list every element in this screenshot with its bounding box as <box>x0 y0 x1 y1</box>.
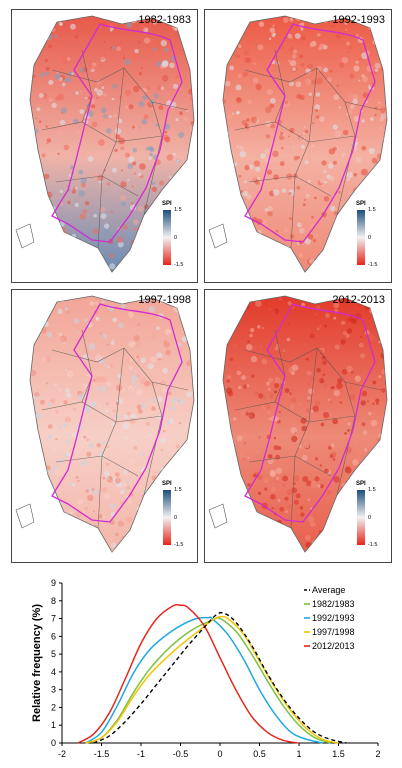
y-tick-label: 8 <box>51 596 56 606</box>
x-tick-label: 1.5 <box>332 749 345 759</box>
y-tick-label: 5 <box>51 649 56 659</box>
map-panel-1: 1982-1983 SPI 1.5 0 -1.5 <box>11 9 198 283</box>
colorbar-tick: 1.5 <box>174 207 182 213</box>
y-tick-label: 9 <box>51 578 56 588</box>
colorbar-tick: -1.5 <box>174 262 184 268</box>
y-tick-label: 2 <box>51 702 56 712</box>
colorbar-tick: 1.5 <box>174 487 182 493</box>
legend-label: 1992/1993 <box>312 613 355 623</box>
semiarid-border <box>51 303 183 523</box>
spi-colorbar <box>357 210 365 265</box>
colorbar-tick: -1.5 <box>368 262 378 268</box>
colorbar-tick: -1.5 <box>174 542 184 548</box>
x-tick-label: 1 <box>296 749 301 759</box>
series-line-2012-2013 <box>77 603 300 744</box>
map-panel-title: 1982-1983 <box>138 14 191 26</box>
colorbar-title: SPI <box>356 201 366 207</box>
map-panel-2: 1992-1993 SPI 1.5 0 -1.5 <box>204 9 392 283</box>
x-tick-label: 2 <box>375 749 380 759</box>
series-line-1992-1993 <box>85 616 323 744</box>
colorbar-tick: 0 <box>174 234 178 241</box>
y-axis-label: Relative frequency (%) <box>31 604 43 722</box>
map-panel-title: 1992-1993 <box>332 14 385 26</box>
semiarid-border <box>244 303 376 523</box>
x-tick-label: 0.5 <box>253 749 266 759</box>
map-panel-title: 1997-1998 <box>138 294 191 306</box>
legend-label: 1982/1983 <box>312 599 355 609</box>
legend-label: 2012/2013 <box>312 641 355 651</box>
spi-colorbar <box>163 210 171 265</box>
spi-colorbar <box>163 490 171 545</box>
x-tick-label: -1 <box>137 749 145 759</box>
y-tick-label: 7 <box>51 614 56 624</box>
x-tick-label: -0.5 <box>173 749 189 759</box>
y-tick-label: 3 <box>51 685 56 695</box>
semiarid-border <box>51 23 183 243</box>
colorbar-tick: -1.5 <box>368 542 378 548</box>
series-line-1997-1998 <box>85 615 339 744</box>
map-graphic <box>208 295 388 553</box>
colorbar-tick: 1.5 <box>368 487 376 493</box>
map-panel-3: 1997-1998 SPI 1.5 0 -1.5 <box>11 289 198 563</box>
map-graphic <box>208 15 388 273</box>
x-tick-label: 0 <box>217 749 222 759</box>
colorbar-tick: 0 <box>368 514 372 521</box>
y-tick-label: 1 <box>51 720 56 730</box>
map-graphic <box>15 295 195 553</box>
colorbar-tick: 0 <box>174 514 178 521</box>
legend-label: Average <box>312 585 345 595</box>
colorbar-tick: 0 <box>368 234 372 241</box>
series-line-1982-1983 <box>85 617 331 744</box>
spi-colorbar <box>357 490 365 545</box>
colorbar-tick: 1.5 <box>368 207 376 213</box>
map-panel-title: 2012-2013 <box>332 294 385 306</box>
semiarid-border <box>244 23 376 243</box>
x-tick-label: -1.5 <box>94 749 110 759</box>
legend-label: 1997/1998 <box>312 627 355 637</box>
y-tick-label: 6 <box>51 631 56 641</box>
frequency-chart: 0 1 2 3 4 5 6 7 8 9 -2 -1.5 -1 -0.5 0 0.5 1 1.5 2 Relative … <box>31 578 381 759</box>
colorbar-title: SPI <box>162 481 172 487</box>
y-tick-label: 4 <box>51 667 56 677</box>
map-panel-4: 2012-2013 SPI 1.5 0 -1.5 <box>204 289 392 563</box>
colorbar-title: SPI <box>162 201 172 207</box>
y-tick-label: 0 <box>51 738 56 748</box>
map-graphic <box>15 15 195 273</box>
x-tick-label: -2 <box>58 749 66 759</box>
colorbar-title: SPI <box>356 481 366 487</box>
series-line-average <box>93 611 347 744</box>
